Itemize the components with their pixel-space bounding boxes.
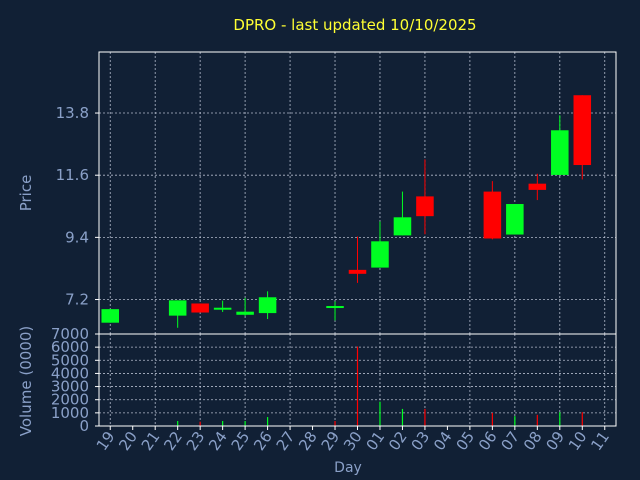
candle-body (551, 130, 569, 175)
volume-bar-24 (222, 421, 224, 426)
volume-bar-30 (356, 346, 359, 426)
candle-body (101, 309, 120, 323)
candle-24 (213, 300, 232, 312)
x-ticks: 1920212223242526272829300102030405060708… (93, 426, 613, 454)
candle-body (326, 306, 344, 309)
candle-body (506, 204, 524, 235)
candle-body (191, 303, 209, 313)
volume-bar-07 (514, 416, 516, 426)
volume-bar-02 (401, 408, 404, 426)
x-tick-label: 10 (565, 428, 591, 454)
volume-bar-23 (199, 421, 201, 426)
candle-26 (258, 291, 277, 320)
candle-02 (393, 191, 412, 236)
x-tick-label: 29 (318, 428, 344, 454)
volume-bar-01 (379, 401, 381, 426)
volume-axis-label: Volume (0000) (17, 326, 35, 436)
volume-bar-22 (177, 421, 179, 426)
x-tick-label: 03 (408, 428, 434, 454)
candle-body (573, 95, 592, 166)
x-tick-label: 27 (273, 428, 299, 454)
candle-body (258, 297, 277, 314)
price-tick-label: 9.4 (65, 228, 89, 246)
x-tick-label: 04 (430, 428, 456, 454)
volume-tick-label: 0 (79, 417, 89, 435)
candle-29 (326, 301, 344, 321)
x-tick-label: 11 (587, 428, 613, 454)
x-tick-label: 19 (93, 428, 119, 454)
x-tick-label: 05 (452, 428, 478, 454)
x-tick-label: 02 (385, 428, 411, 454)
x-tick-label: 06 (475, 428, 501, 454)
candle-body (213, 307, 232, 310)
x-tick-label: 26 (250, 428, 276, 454)
candle-body (168, 300, 187, 316)
price-axis-label: Price (17, 175, 35, 212)
candle-01 (371, 221, 389, 268)
candle-body (528, 183, 547, 190)
x-tick-label: 01 (363, 428, 389, 454)
volume-bar-08 (536, 414, 538, 426)
volume-tick-label: 2000 (51, 391, 89, 409)
volume-tick-label: 7000 (51, 325, 89, 343)
price-panel (99, 52, 616, 334)
candle-body (371, 241, 389, 268)
volume-bar-06 (491, 412, 493, 426)
candle-23 (191, 303, 209, 313)
x-tick-label: 22 (160, 428, 186, 454)
price-tick-label: 11.6 (56, 166, 89, 184)
x-tick-label: 07 (497, 428, 523, 454)
volume-tick-label: 3000 (51, 378, 89, 396)
candle-25 (236, 297, 254, 316)
candles (101, 95, 592, 328)
volume-bar-10 (581, 412, 583, 426)
candle-07 (506, 204, 524, 235)
x-tick-label: 20 (115, 428, 141, 454)
volume-frame (98, 333, 617, 427)
candle-body (393, 217, 412, 236)
candle-body (416, 196, 434, 217)
price-frame (98, 51, 617, 335)
candle-body (348, 269, 367, 274)
candle-body (236, 311, 254, 315)
price-tick-label: 13.8 (56, 104, 89, 122)
candle-09 (551, 115, 569, 175)
price-y-ticks: 7.2 9.4 11.6 13.8 (56, 104, 99, 309)
volume-bar-09 (559, 412, 561, 426)
x-tick-label: 21 (138, 428, 164, 454)
candle-30 (348, 236, 367, 283)
volume-tick-label: 4000 (51, 364, 89, 382)
volume-bar-25 (244, 421, 246, 426)
volume-bar-29 (334, 421, 336, 426)
candle-08 (528, 173, 547, 201)
x-tick-label: 23 (183, 428, 209, 454)
candle-22 (168, 300, 187, 328)
x-tick-label: 25 (228, 428, 254, 454)
volume-bar-03 (424, 408, 426, 426)
candle-03 (416, 159, 434, 235)
x-axis-label: Day (334, 460, 362, 476)
volume-tick-label: 1000 (51, 404, 89, 422)
candle-06 (483, 181, 502, 240)
candle-19 (101, 309, 120, 323)
candle-body (483, 191, 502, 239)
candle-10 (573, 95, 592, 180)
price-tick-label: 7.2 (65, 291, 89, 309)
volume-tick-label: 5000 (51, 351, 89, 369)
x-tick-label: 09 (542, 428, 568, 454)
volume-tick-label: 6000 (51, 338, 89, 356)
chart-title: DPRO - last updated 10/10/2025 (233, 16, 476, 34)
price-grid (99, 52, 616, 334)
x-tick-label: 28 (295, 428, 321, 454)
x-tick-label: 08 (520, 428, 546, 454)
x-tick-label: 30 (340, 428, 366, 454)
volume-bars (177, 346, 583, 426)
x-tick-label: 24 (205, 428, 231, 454)
volume-bar-26 (266, 417, 269, 426)
